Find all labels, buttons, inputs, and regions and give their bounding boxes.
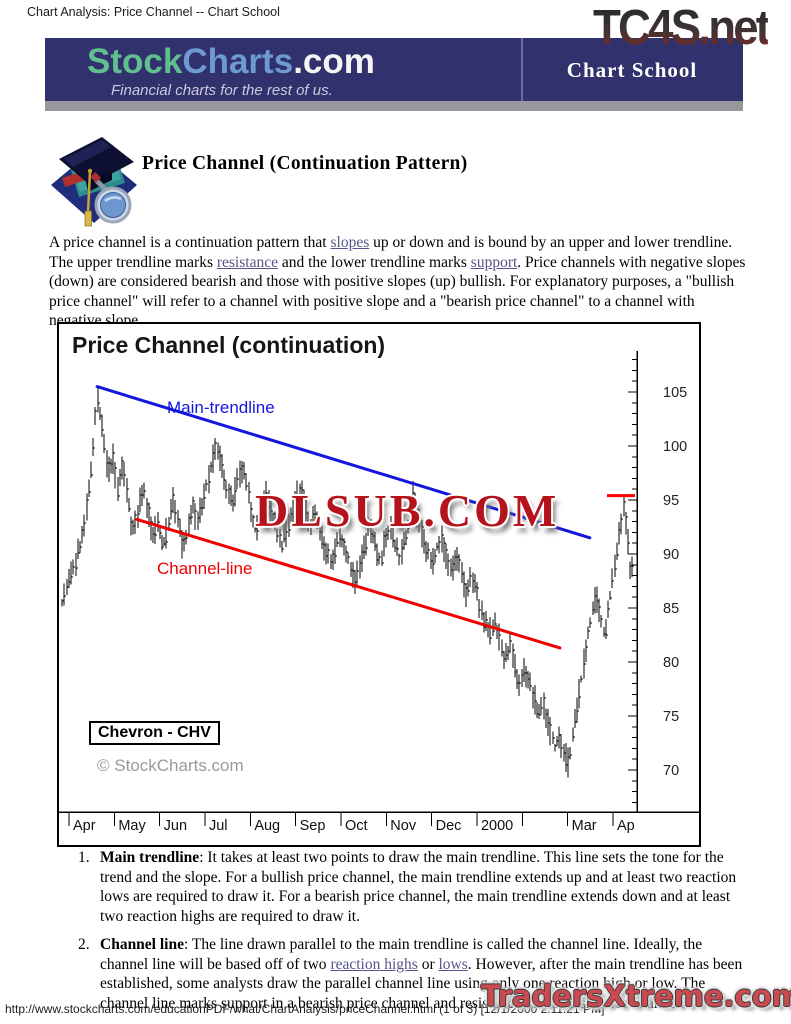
svg-text:Sep: Sep: [300, 818, 326, 834]
list-item: 2. Channel line: The line drawn parallel …: [78, 935, 746, 1013]
window-title-text: Chart Analysis: Price Channel -- Chart S…: [27, 5, 280, 19]
svg-text:Dec: Dec: [436, 818, 462, 834]
list-item-text: Channel line: The line drawn parallel to…: [100, 936, 743, 1012]
dlsub-watermark: DLSUB.COM: [255, 485, 560, 536]
main-trendline-label: Main-trendline: [167, 398, 275, 417]
svg-text:May: May: [118, 818, 146, 834]
banner-section-title: Chart School: [566, 58, 698, 82]
svg-text:85: 85: [663, 601, 679, 617]
list-item: 1. Main trendline: It takes at least two …: [78, 848, 746, 926]
list-item-term: Main trendline: [100, 849, 200, 866]
list-item-number: 2.: [78, 936, 90, 953]
logo-charts-text: Charts: [182, 42, 294, 81]
svg-text:Aug: Aug: [254, 818, 280, 834]
svg-text:Oct: Oct: [345, 818, 368, 834]
inline-link[interactable]: lows: [438, 955, 468, 973]
symbol-label-box: Chevron - CHV: [89, 721, 220, 745]
list-item-number: 1.: [78, 849, 90, 866]
price-channel-chart: 105 100 95 90 85 80 75 70 Apr May Jun Jul Aug Sep Oct N…: [57, 322, 701, 847]
stockcharts-logo: StockCharts.com: [87, 42, 375, 82]
price-chart-svg: 105 100 95 90 85 80 75 70 Apr May Jun Jul Aug Sep Oct N…: [59, 351, 699, 834]
svg-text:100: 100: [663, 439, 687, 455]
list-item-term: Channel line: [100, 936, 184, 953]
chart-title: Price Channel (continuation): [72, 332, 386, 358]
footer-url-text: http://www.stockcharts.com/educationPDF/…: [5, 1002, 605, 1016]
stockcharts-banner: StockCharts.com Financial charts for the…: [45, 38, 743, 101]
inline-link[interactable]: support: [470, 253, 518, 271]
logo-stock-text: Stock: [87, 42, 183, 81]
inline-link[interactable]: resistance: [216, 253, 278, 271]
tradersxtreme-watermark-logo: TradersXtreme.com: [481, 979, 791, 1013]
inline-link[interactable]: reaction highs: [330, 955, 418, 973]
svg-text:Apr: Apr: [73, 818, 96, 834]
logo-com-text: .com: [293, 42, 375, 81]
svg-text:Jul: Jul: [209, 818, 228, 834]
svg-text:90: 90: [663, 547, 679, 563]
svg-text:70: 70: [663, 763, 679, 779]
graduation-cap-icon: [51, 137, 137, 227]
inline-link[interactable]: slopes: [330, 234, 370, 251]
svg-text:95: 95: [663, 493, 679, 509]
svg-text:80: 80: [663, 655, 679, 671]
intro-paragraph: A price channel is a continuation patter…: [49, 234, 746, 329]
list-item-text: Main trendline: It takes at least two po…: [100, 849, 737, 925]
svg-text:75: 75: [663, 709, 679, 725]
svg-text:Mar: Mar: [572, 818, 597, 834]
definition-list: 1. Main trendline: It takes at least two …: [78, 848, 746, 1022]
svg-text:Ap: Ap: [617, 818, 635, 834]
tc4s-watermark-logo: TC4S.net: [593, 1, 771, 55]
banner-gray-bar: [45, 101, 743, 111]
page-title: Price Channel (Continuation Pattern): [142, 153, 468, 174]
svg-text:Nov: Nov: [390, 818, 417, 834]
banner-tagline: Financial charts for the rest of us.: [111, 82, 333, 99]
svg-text:105: 105: [663, 385, 687, 401]
svg-text:Jun: Jun: [164, 818, 187, 834]
banner-divider: [521, 38, 523, 101]
svg-text:2000: 2000: [481, 818, 513, 834]
channel-line-label: Channel-line: [157, 559, 253, 578]
chart-copyright: © StockCharts.com: [97, 756, 244, 775]
